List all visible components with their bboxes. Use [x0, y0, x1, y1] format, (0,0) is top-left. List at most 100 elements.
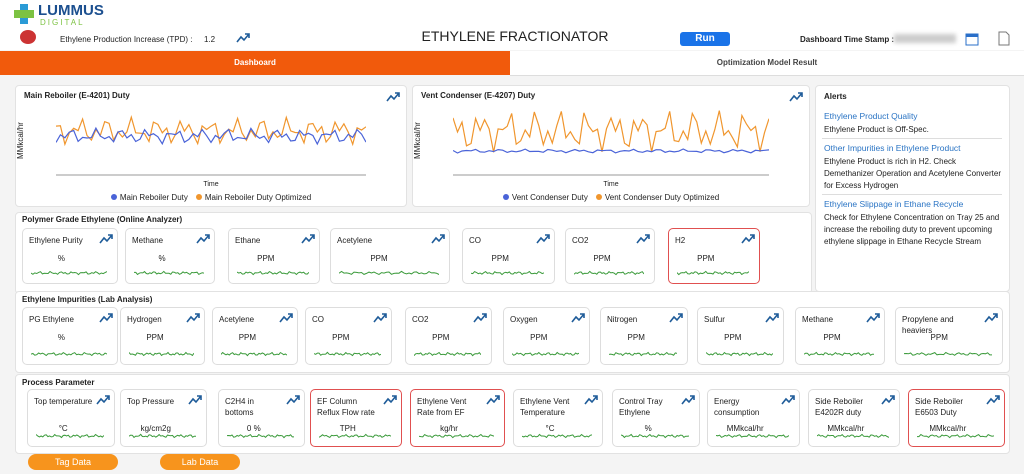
trend-icon[interactable] [196, 234, 210, 246]
trend-arrow [431, 234, 445, 244]
trend-arrow [188, 395, 202, 405]
trend-icon[interactable] [188, 395, 202, 407]
trend-line [221, 351, 287, 357]
sparkline [917, 433, 994, 439]
metric-card: Top Pressure kg/cm2g [120, 389, 207, 447]
trend-line [453, 148, 769, 154]
legend-label: Main Reboiler Duty Optimized [204, 193, 312, 202]
line-plot [453, 110, 769, 176]
trend-icon[interactable] [681, 395, 695, 407]
tab[interactable]: Optimization Model Result [510, 51, 1024, 76]
trend-icon[interactable] [881, 395, 895, 407]
metric-unit: kg/hr [440, 424, 458, 433]
trend-arrow [584, 395, 598, 405]
metric-unit: % [158, 254, 166, 263]
calendar-icon[interactable] [965, 32, 979, 46]
trend-icon[interactable] [536, 234, 550, 246]
trend-icon[interactable] [486, 395, 500, 407]
trend-line [319, 433, 391, 439]
trend-icon[interactable] [99, 234, 113, 246]
trend-icon[interactable] [279, 313, 293, 325]
logo-icon [14, 4, 34, 24]
metric-card: PG Ethylene% [22, 307, 118, 365]
metric-unit: 0 % [246, 424, 261, 433]
trend-line [227, 433, 294, 439]
trend-icon[interactable] [386, 92, 400, 104]
trend-icon[interactable] [741, 234, 755, 246]
trend-icon[interactable] [636, 234, 650, 246]
trend-icon[interactable] [789, 92, 803, 104]
company-logo [20, 30, 36, 44]
trend-icon[interactable] [96, 395, 110, 407]
trend-icon[interactable] [669, 313, 683, 325]
trend-icon[interactable] [301, 234, 315, 246]
trend-icon[interactable] [431, 234, 445, 246]
y-axis-label: MMkcal/hr [15, 122, 25, 159]
trend-arrow [486, 395, 500, 405]
metric-unit: PPM [146, 333, 164, 342]
trend-icon[interactable] [286, 395, 300, 407]
metric-card: Ethylene Purity% [22, 228, 118, 284]
trend-arrow [986, 395, 1000, 405]
x-axis-label: Time [603, 181, 619, 188]
metric-name: EF Column Reflux Flow rate [317, 397, 375, 417]
trend-icon[interactable] [236, 33, 250, 45]
run-button[interactable]: Run [680, 32, 730, 46]
trend-icon[interactable] [866, 313, 880, 325]
line-plot [56, 115, 366, 176]
metric-card: Sulfur PPM [697, 307, 784, 365]
legend-label: Main Reboiler Duty [119, 193, 188, 202]
trend-arrow [781, 395, 795, 405]
metric-name: Oxygen [510, 315, 538, 324]
trend-icon[interactable] [383, 395, 397, 407]
trend-icon[interactable] [571, 313, 585, 325]
tag-data-button[interactable]: Tag Data [28, 454, 118, 470]
metric-unit: PPM [332, 333, 350, 342]
trend-line [129, 433, 196, 439]
metric-card: Propylene and heaviers PPM [895, 307, 1003, 365]
metric-unit: kg/cm2g [140, 424, 171, 433]
trend-icon[interactable] [99, 313, 113, 325]
legend-item: Main Reboiler Duty Optimized [195, 193, 312, 202]
metric-card: Methane PPM [795, 307, 885, 365]
metric-name: CO2 [572, 236, 589, 245]
metric-unit: MMkcal/hr [929, 424, 967, 433]
trend-icon[interactable] [473, 313, 487, 325]
trend-arrow [99, 313, 113, 323]
metric-card: CO PPM [462, 228, 555, 284]
metric-card: CO2 PPM [405, 307, 492, 365]
metric-unit: PPM [238, 333, 257, 342]
trend-icon[interactable] [584, 395, 598, 407]
trend-arrow [681, 395, 695, 405]
trend-line [917, 433, 994, 439]
trend-icon[interactable] [373, 313, 387, 325]
metric-name: Energy consumption [714, 397, 760, 417]
trend-line [31, 270, 107, 276]
trend-icon[interactable] [781, 395, 795, 407]
alert-heading: Ethylene Slippage in Ethane Recycle [824, 199, 964, 209]
metric-unit: % [57, 254, 65, 263]
trend-arrow [636, 234, 650, 244]
sparkline [134, 270, 204, 276]
chart-panel: Vent Condenser (E-4207) Duty MMkcal/hr Tim… [412, 85, 810, 207]
trend-icon[interactable] [765, 313, 779, 325]
metric-unit: °C [58, 424, 68, 433]
lab-data-button[interactable]: Lab Data [160, 454, 240, 470]
metric-name: CO [312, 315, 324, 324]
metric-unit: TPH [339, 424, 356, 433]
trend-line [56, 115, 366, 147]
metric-name: Ethane [235, 236, 261, 245]
pdf-icon[interactable] [998, 31, 1010, 46]
alerts-panel: Alerts Ethylene Product Quality Ethylene P… [815, 85, 1010, 292]
metric-name: Ethylene Vent Rate from EF [417, 397, 467, 417]
trend-icon[interactable] [986, 395, 1000, 407]
metric-card: Acetylene PPM [212, 307, 298, 365]
page-title: ETHYLENE FRACTIONATOR [421, 28, 609, 44]
tab-active[interactable]: Dashboard [0, 51, 510, 75]
trend-icon[interactable] [186, 313, 200, 325]
metric-name: Ethylene Purity [29, 236, 83, 245]
trend-icon[interactable] [984, 313, 998, 325]
trend-line [706, 351, 773, 357]
y-axis-label: MMkcal/hr [412, 122, 422, 159]
